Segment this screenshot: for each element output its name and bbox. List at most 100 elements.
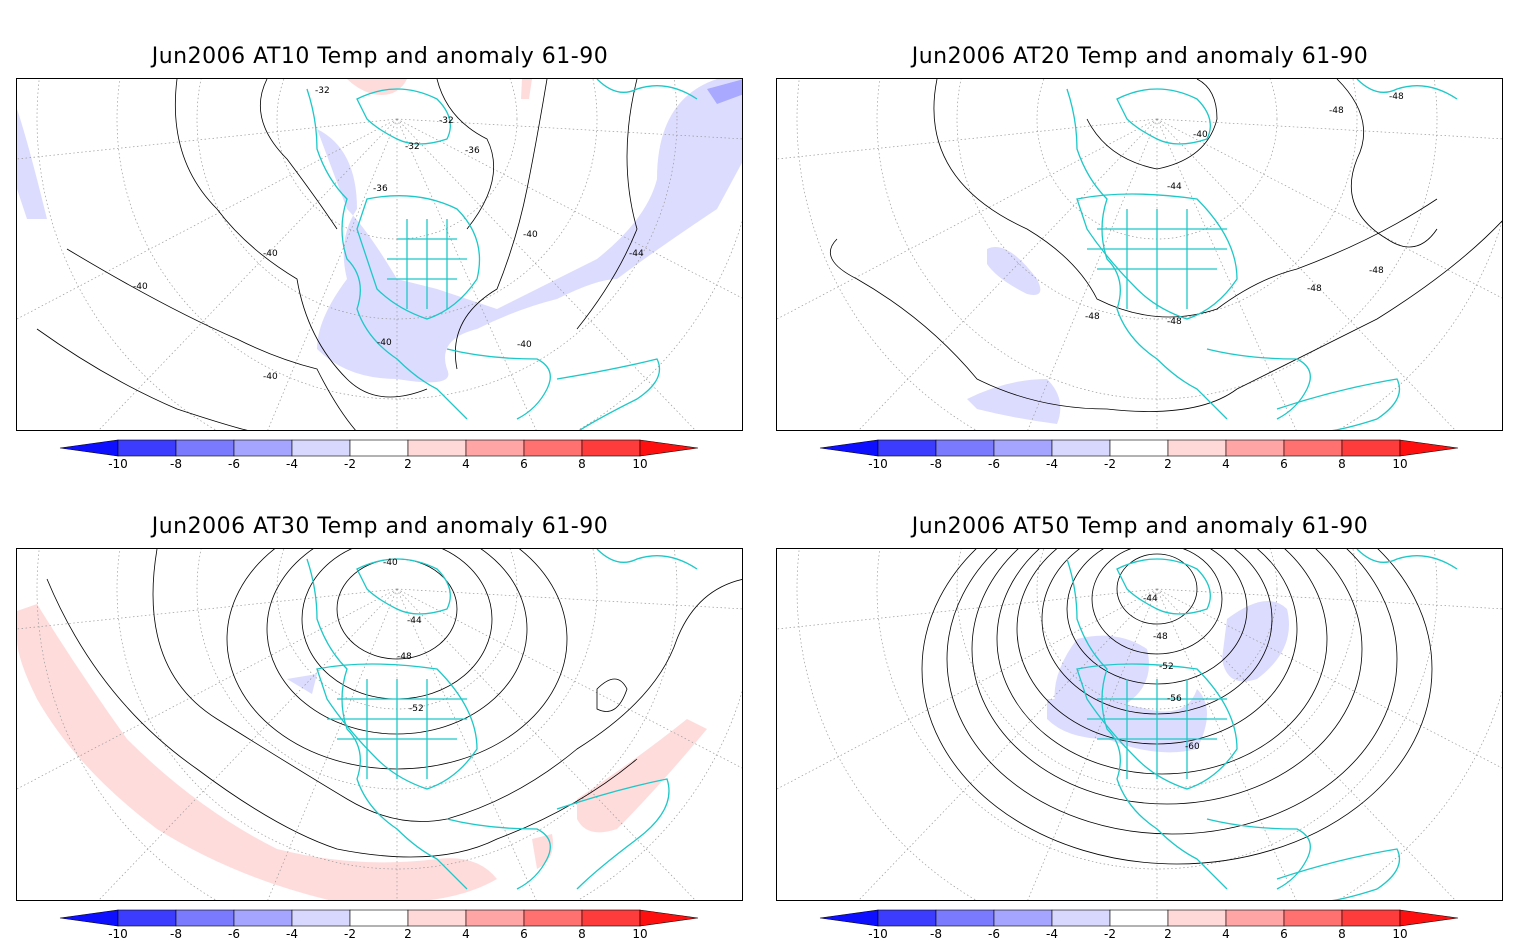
colorbar-svg: -10 -8 -6 -4 -2 2 4 6 8 10 xyxy=(819,909,1459,941)
colorbar-svg: -10 -8 -6 -4 -2 2 4 6 8 10 xyxy=(59,909,699,941)
colorbar-segment xyxy=(523,909,583,927)
anomaly-region xyxy=(347,79,407,95)
colorbar-segment xyxy=(465,439,525,457)
temperature-contours xyxy=(921,549,1433,865)
colorbar-segment xyxy=(1283,909,1343,927)
colorbar: -10 -8 -6 -4 -2 2 4 6 8 10 xyxy=(819,907,1470,941)
colorbar-segment xyxy=(175,439,235,457)
colorbar-segment xyxy=(349,909,409,927)
colorbar-segment xyxy=(935,439,995,457)
contour-label: -48 xyxy=(1389,92,1404,102)
colorbar-svg: -10 -8 -6 -4 -2 2 4 6 8 10 xyxy=(819,439,1459,471)
contour-label: -40 xyxy=(133,282,148,292)
colorbar: -10 -8 -6 -4 -2 2 4 6 8 10 xyxy=(819,437,1470,471)
colorbar-segment xyxy=(1399,909,1459,927)
map-frame: -48 -48 -40 -44 -48 -48 -48 -48 xyxy=(776,78,1503,431)
colorbar-label: -4 xyxy=(286,927,298,941)
colorbar-label: -8 xyxy=(170,457,182,471)
colorbar-segment xyxy=(1051,909,1111,927)
colorbar-label: -6 xyxy=(988,457,1000,471)
colorbar-segment xyxy=(993,909,1053,927)
map-at10: -32 -32 -32 -36 -36 -40 -40 -40 -40 -40 … xyxy=(17,79,742,430)
contour-labels: -40 -44 -48 -52 xyxy=(383,558,424,714)
coastlines xyxy=(306,79,698,430)
panel-title: Jun2006 AT30 Temp and anomaly 61-90 xyxy=(151,514,609,539)
colorbar-label: -6 xyxy=(988,927,1000,941)
contour-label: -40 xyxy=(263,372,278,382)
colorbar-label: 10 xyxy=(632,927,647,941)
contour-label: -36 xyxy=(373,184,388,194)
contour-labels: -48 -48 -40 -44 -48 -48 -48 -48 xyxy=(1085,92,1404,327)
colorbar-label: -10 xyxy=(868,457,888,471)
colorbar-svg: -10 -8 -6 -4 -2 2 4 6 8 10 xyxy=(59,439,699,471)
colorbar-segment xyxy=(1283,439,1343,457)
contour-label: -40 xyxy=(1193,130,1208,140)
colorbar-label: -4 xyxy=(286,457,298,471)
colorbar-segment xyxy=(59,439,119,457)
panel-at10: Jun2006 AT10 Temp and anomaly 61-90 xyxy=(0,0,760,471)
colorbar-label: -10 xyxy=(108,457,128,471)
contour-label: -44 xyxy=(407,616,422,626)
colorbar-segment xyxy=(117,439,177,457)
contour-label: -44 xyxy=(1143,594,1158,604)
panel-at20: Jun2006 AT20 Temp and anomaly 61-90 xyxy=(760,0,1520,471)
colorbar-segment xyxy=(59,909,119,927)
contour-label: -48 xyxy=(1167,317,1182,327)
colorbar-label: 2 xyxy=(404,927,412,941)
contour-label: -36 xyxy=(465,146,480,156)
colorbar-label: 8 xyxy=(1338,927,1346,941)
colorbar-segment xyxy=(993,439,1053,457)
colorbar-label: 10 xyxy=(1392,457,1407,471)
lat-lon-grid xyxy=(777,549,1502,900)
anomaly-region xyxy=(707,79,742,104)
colorbar-segment xyxy=(1051,439,1111,457)
colorbar-label: 4 xyxy=(462,927,470,941)
colorbar-segment xyxy=(1109,909,1169,927)
anomaly-region xyxy=(521,79,532,99)
colorbar-label: 4 xyxy=(462,457,470,471)
contour-label: -52 xyxy=(1159,662,1174,672)
colorbar-label: -10 xyxy=(868,927,888,941)
colorbar-segment xyxy=(407,909,467,927)
contour-label: -48 xyxy=(1153,632,1168,642)
coastlines xyxy=(306,549,698,890)
map-frame: -44 -48 -52 -56 -60 xyxy=(776,548,1503,901)
contour-label: -48 xyxy=(1329,106,1344,116)
contour-labels: -32 -32 -32 -36 -36 -40 -40 -40 -40 -40 … xyxy=(133,86,644,382)
map-at30: -40 -44 -48 -52 xyxy=(17,549,742,900)
contour-label: -40 xyxy=(383,558,398,568)
contour-label: -40 xyxy=(263,249,278,259)
colorbar-label: -8 xyxy=(930,457,942,471)
colorbar-segment xyxy=(117,909,177,927)
colorbar-label: 4 xyxy=(1222,927,1230,941)
anomaly-region xyxy=(577,719,707,833)
panel-at50: Jun2006 AT50 Temp and anomaly 61-90 xyxy=(760,470,1520,941)
colorbar-label: 8 xyxy=(578,927,586,941)
colorbar-label: -6 xyxy=(228,457,240,471)
colorbar-label: -6 xyxy=(228,927,240,941)
contour-label: -48 xyxy=(1307,284,1322,294)
contour-label: -44 xyxy=(1167,182,1182,192)
anomaly-region xyxy=(1222,601,1289,682)
colorbar-segment xyxy=(1399,439,1459,457)
colorbar-label: -2 xyxy=(1104,927,1116,941)
panel-at30: Jun2006 AT30 Temp and anomaly 61-90 xyxy=(0,470,760,941)
colorbar-label: 8 xyxy=(1338,457,1346,471)
contour-label: -52 xyxy=(409,704,424,714)
temperature-contours xyxy=(36,79,638,430)
colorbar-label: 6 xyxy=(520,927,528,941)
colorbar-label: -2 xyxy=(344,457,356,471)
colorbar-segment xyxy=(935,909,995,927)
colorbar-segment xyxy=(581,439,641,457)
colorbar-segment xyxy=(407,439,467,457)
panel-title: Jun2006 AT10 Temp and anomaly 61-90 xyxy=(151,44,609,69)
anomaly-region xyxy=(317,79,742,383)
colorbar-segment xyxy=(1341,439,1401,457)
colorbar-segment xyxy=(819,909,879,927)
colorbar-label: -4 xyxy=(1046,457,1058,471)
contour-label: -56 xyxy=(1167,694,1182,704)
colorbar-label: 8 xyxy=(578,457,586,471)
map-frame: -40 -44 -48 -52 xyxy=(16,548,743,901)
colorbar-segment xyxy=(175,909,235,927)
colorbar-label: -8 xyxy=(170,927,182,941)
